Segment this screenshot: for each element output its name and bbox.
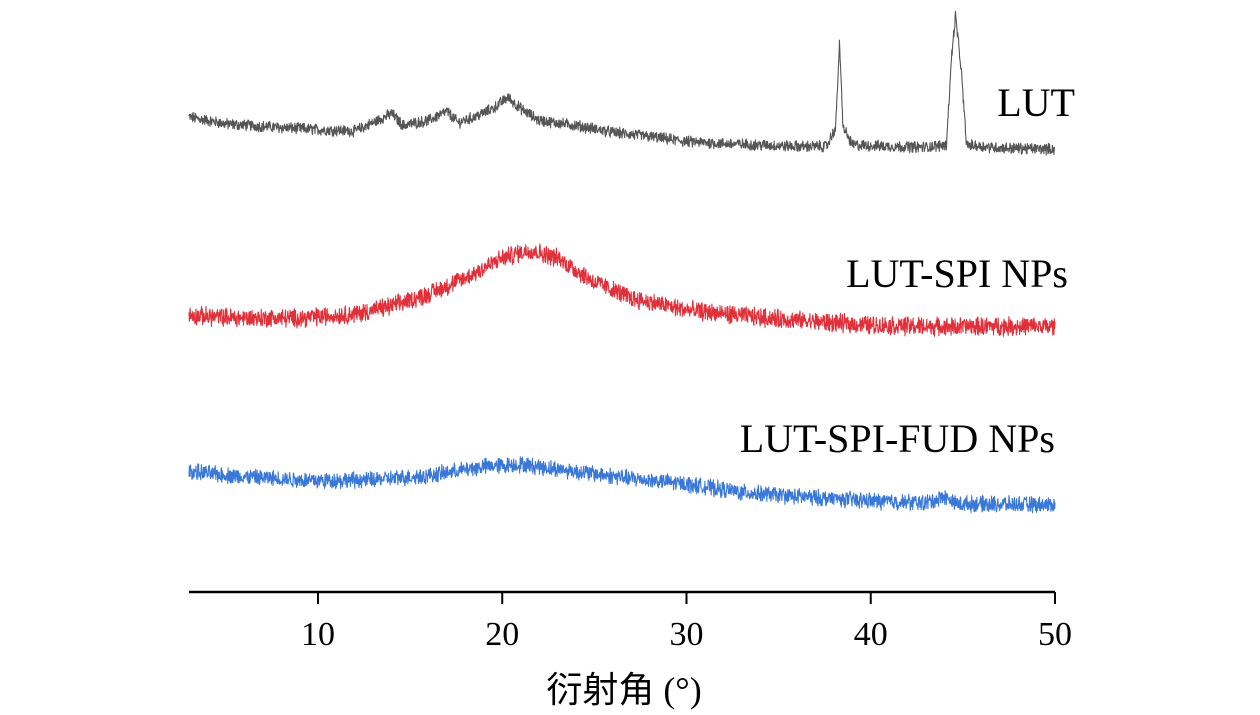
x-tick-label-20: 20 [485,616,519,653]
trace-lut [189,11,1055,155]
series-label-lut-spi-fud-nps: LUT-SPI-FUD NPs [740,416,1055,461]
xrd-chart: LUT LUT-SPI NPs LUT-SPI-FUD NPs 10 20 30 40… [0,0,1260,715]
series-label-lut: LUT [997,80,1075,125]
series-label-lut-spi-nps: LUT-SPI NPs [846,251,1068,296]
x-tick-label-40: 40 [854,616,888,653]
x-axis: 10 20 30 40 50 [189,592,1072,653]
x-tick-label-50: 50 [1038,616,1072,653]
x-axis-title: 衍射角 (°) [546,670,701,710]
trace-lut-spi-fud-nps [189,457,1055,513]
x-tick-label-10: 10 [301,616,335,653]
x-tick-label-30: 30 [669,616,703,653]
x-ticks: 10 20 30 40 50 [301,592,1072,653]
